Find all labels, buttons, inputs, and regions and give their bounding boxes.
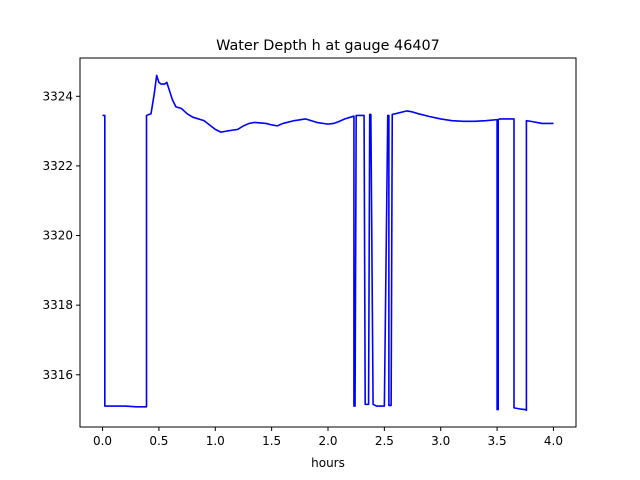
- plot-frame: [79, 57, 577, 428]
- x-tick-label: 2.0: [318, 434, 337, 448]
- x-axis-label: hours: [311, 456, 345, 470]
- x-tick-label: 0.5: [149, 434, 168, 448]
- x-tick-label: 3.0: [431, 434, 450, 448]
- x-tick-label: 3.5: [488, 434, 507, 448]
- y-tick-label: 3320: [42, 229, 73, 243]
- x-tick-label: 4.0: [544, 434, 563, 448]
- y-tick-label: 3318: [42, 298, 73, 312]
- plot-area: [80, 58, 576, 427]
- y-axis-ticks: 3316 3318 3320 3322 3324: [42, 89, 80, 382]
- x-tick-label: 1.5: [262, 434, 281, 448]
- x-axis-ticks: 0.0 0.5 1.0 1.5 2.0 2.5 3.0 3.5 4.0: [93, 427, 563, 448]
- chart-title: Water Depth h at gauge 46407: [216, 38, 440, 54]
- y-tick-label: 3322: [42, 159, 73, 173]
- y-tick-label: 3316: [42, 368, 73, 382]
- x-tick-label: 1.0: [206, 434, 225, 448]
- series-line: [102, 74, 554, 412]
- y-tick-label: 3324: [42, 89, 73, 103]
- x-tick-label: 2.5: [375, 434, 394, 448]
- x-tick-label: 0.0: [93, 434, 112, 448]
